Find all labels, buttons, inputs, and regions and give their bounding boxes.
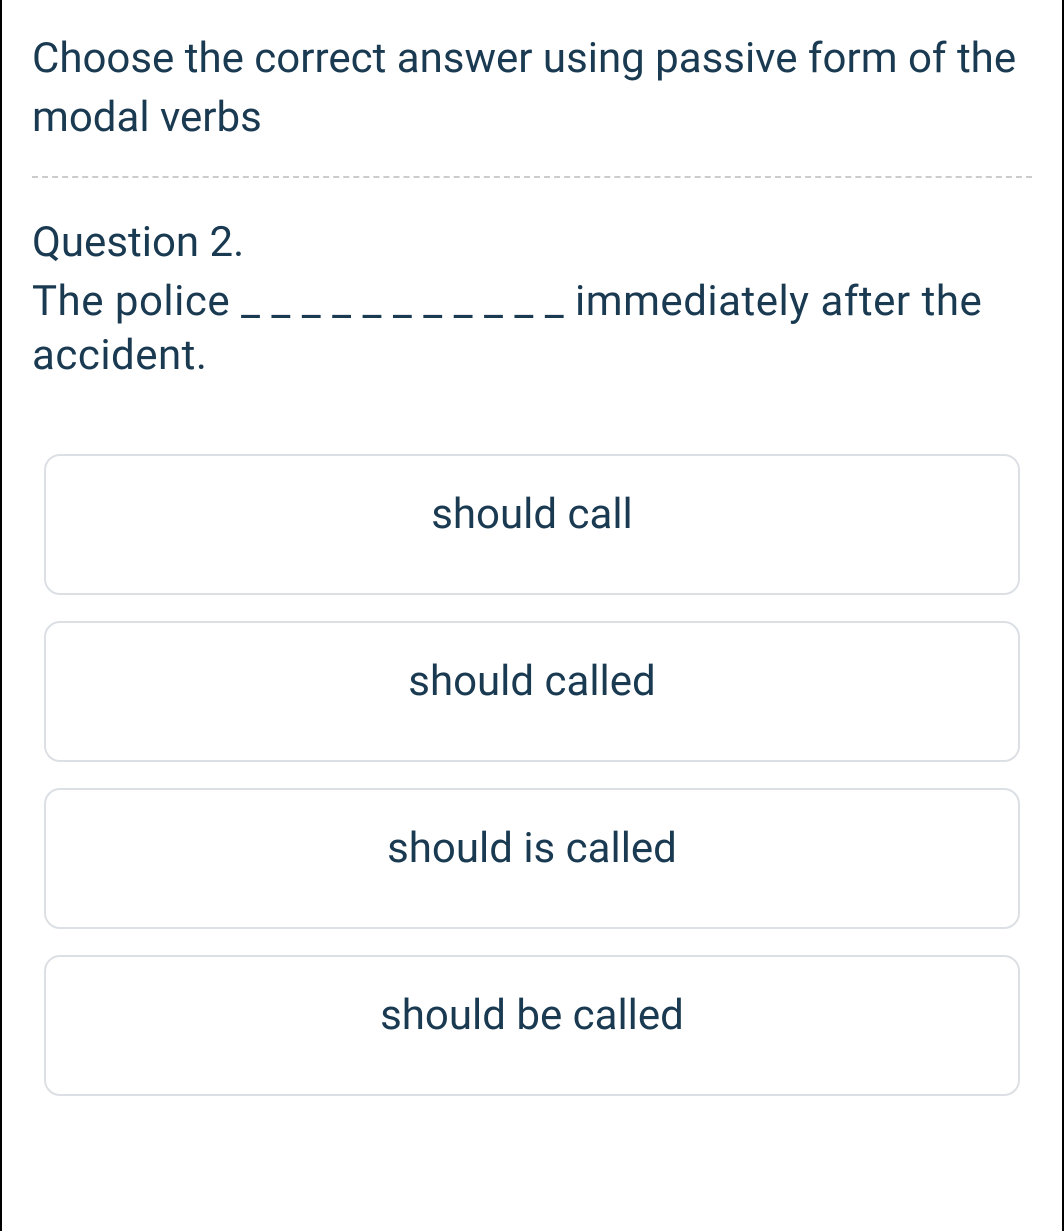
instruction-text: Choose the correct answer using passive … bbox=[32, 30, 1032, 148]
question-number: Question 2. bbox=[32, 218, 1032, 267]
option-button-3[interactable]: should be called bbox=[44, 955, 1020, 1096]
option-button-1[interactable]: should called bbox=[44, 621, 1020, 762]
section-divider bbox=[32, 176, 1032, 178]
options-group: should call should called should is call… bbox=[32, 454, 1032, 1096]
option-button-0[interactable]: should call bbox=[44, 454, 1020, 595]
question-text: The police _ _ _ _ _ _ _ _ _ _ _ immedia… bbox=[32, 275, 1032, 384]
quiz-container: Choose the correct answer using passive … bbox=[0, 0, 1064, 1231]
option-button-2[interactable]: should is called bbox=[44, 788, 1020, 929]
